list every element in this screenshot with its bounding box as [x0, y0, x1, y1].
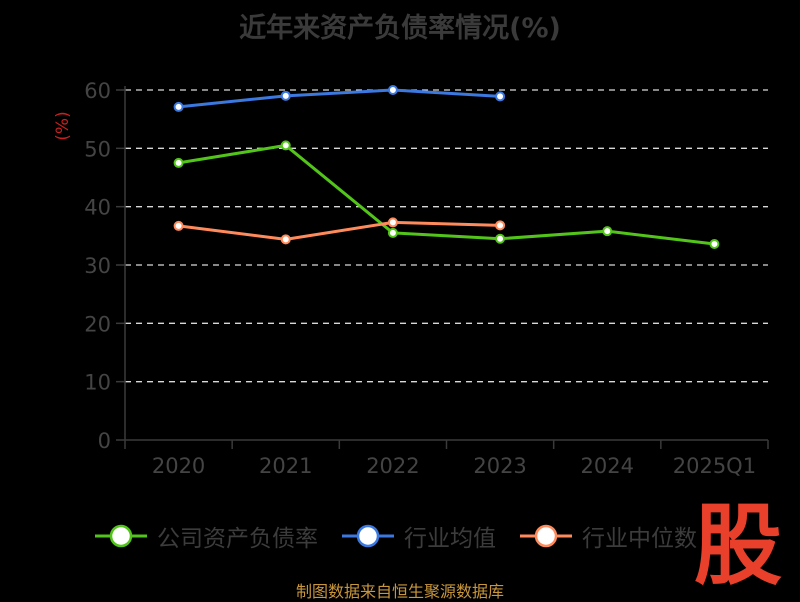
y-tick-label: 20 — [84, 312, 111, 336]
data-point-2-1 — [280, 234, 291, 245]
y-tick-label: 40 — [84, 196, 111, 220]
watermark-glyph: 股 — [694, 496, 782, 588]
y-axis-label: (%) — [53, 111, 73, 140]
data-point-2-3 — [495, 220, 506, 231]
data-point-1-3 — [495, 91, 506, 102]
chart-legend: 公司资产负债率 行业均值 行业中位数 — [95, 519, 697, 553]
y-tick-label: 0 — [98, 429, 111, 453]
legend-label: 行业中位数 — [582, 526, 697, 552]
data-point-0-1 — [280, 140, 291, 151]
x-tick-label: 2020 — [152, 454, 205, 478]
series-line-0 — [178, 143, 715, 246]
y-tick-label: 30 — [84, 254, 111, 278]
x-tick-label: 2022 — [366, 454, 419, 478]
y-tick-label: 60 — [84, 79, 111, 103]
axes: 0 10 20 30 40 50 60 2020 2021 2022 2023 2024 2025Q1 — [84, 79, 769, 478]
x-tick-label: 2021 — [259, 454, 312, 478]
data-source-note: 制图数据来自恒生聚源数据库 — [295, 582, 504, 601]
data-point-1-0 — [173, 101, 184, 112]
x-tick-label: 2024 — [581, 454, 634, 478]
series-lines — [173, 85, 720, 249]
data-point-0-2 — [387, 227, 398, 238]
y-tick-label: 50 — [84, 137, 111, 161]
data-point-1-2 — [387, 85, 398, 95]
x-tick-label: 2025Q1 — [673, 454, 756, 478]
legend-item-0[interactable]: 公司资产负债率 — [95, 519, 318, 553]
y-tick-label: 10 — [84, 371, 111, 395]
data-point-0-4 — [602, 226, 613, 237]
watermark-logo: 股 — [694, 496, 782, 588]
data-point-1-1 — [280, 90, 291, 101]
legend-label: 行业均值 — [404, 526, 496, 552]
data-point-0-0 — [173, 157, 184, 168]
data-point-0-5 — [709, 239, 720, 249]
data-point-2-2 — [387, 217, 398, 228]
legend-label: 公司资产负债率 — [157, 526, 318, 552]
grid-lines — [125, 89, 768, 383]
x-tick-label: 2023 — [473, 454, 526, 478]
legend-line-marker-icon — [520, 524, 572, 548]
chart-title: 近年来资产负债率情况(%) — [239, 13, 561, 44]
data-point-2-0 — [173, 220, 184, 231]
legend-line-marker-icon — [95, 524, 147, 548]
series-line-2 — [178, 220, 501, 241]
legend-item-2[interactable]: 行业中位数 — [520, 519, 697, 553]
series-line-1 — [178, 88, 501, 109]
legend-line-marker-icon — [342, 524, 394, 548]
legend-item-1[interactable]: 行业均值 — [342, 519, 496, 553]
data-point-0-3 — [495, 233, 506, 244]
